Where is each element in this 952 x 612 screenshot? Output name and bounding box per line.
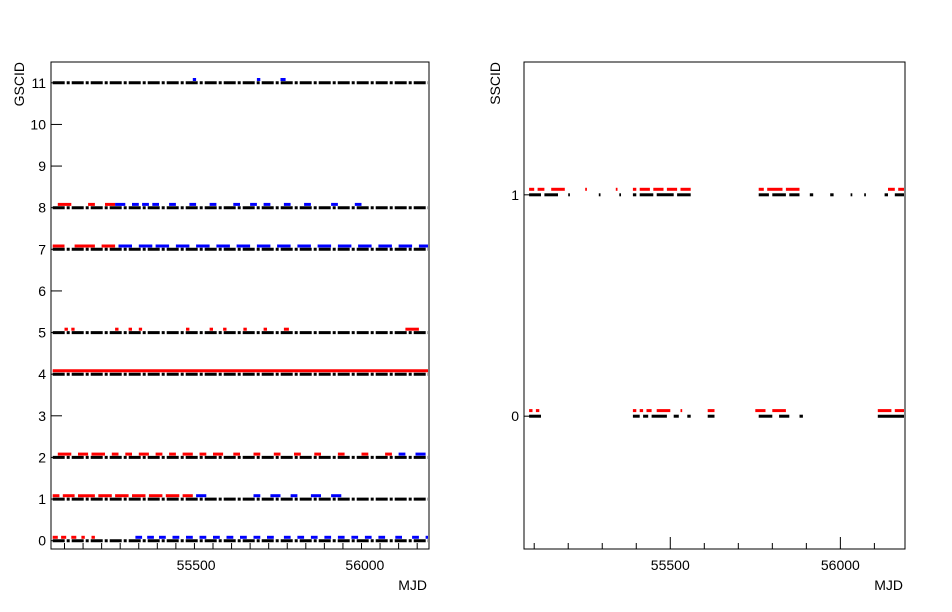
- sscid-marks: [529, 187, 904, 418]
- sscid-panel: 55500 56000 0 1 MJD SSCID: [487, 61, 906, 593]
- gscid-ticks: 55500 56000 0 1 2 3 4 5 6 7 8 9 10 11: [30, 75, 418, 573]
- y-tick-label-4: 4: [38, 366, 46, 382]
- y-tick-label-9: 9: [38, 158, 46, 174]
- x-tick-label-55500: 55500: [177, 557, 216, 573]
- y-tick-label-1: 1: [511, 187, 519, 203]
- y-tick-label-7: 7: [38, 241, 46, 257]
- y-tick-label-3: 3: [38, 408, 46, 424]
- gscid-plot-frame: [50, 61, 430, 550]
- y-tick-label-2: 2: [38, 449, 46, 465]
- gscid-marks: [52, 78, 428, 543]
- y-axis-title-left: GSCID: [11, 62, 27, 106]
- y-tick-label-0: 0: [511, 408, 519, 424]
- y-tick-label-6: 6: [38, 283, 46, 299]
- x-axis-title-left: MJD: [398, 577, 427, 593]
- gscid-panel: 55500 56000 0 1 2 3 4 5 6 7 8 9 10 11 MJD GSCID: [11, 61, 430, 593]
- sscid-ticks: 55500 56000 0 1: [511, 187, 875, 573]
- y-tick-label-11: 11: [31, 75, 46, 91]
- y-tick-label-1: 1: [38, 491, 46, 507]
- y-tick-label-8: 8: [38, 200, 46, 216]
- y-tick-label-0: 0: [38, 533, 46, 549]
- sscid-plot-frame: [523, 61, 906, 550]
- x-tick-label-56000: 56000: [345, 557, 384, 573]
- y-tick-label-5: 5: [38, 325, 46, 341]
- y-axis-title-right: SSCID: [487, 62, 503, 105]
- x-axis-title-right: MJD: [874, 577, 903, 593]
- x-tick-label-56000: 56000: [821, 557, 860, 573]
- y-tick-label-10: 10: [30, 116, 46, 132]
- x-tick-label-55500: 55500: [651, 557, 690, 573]
